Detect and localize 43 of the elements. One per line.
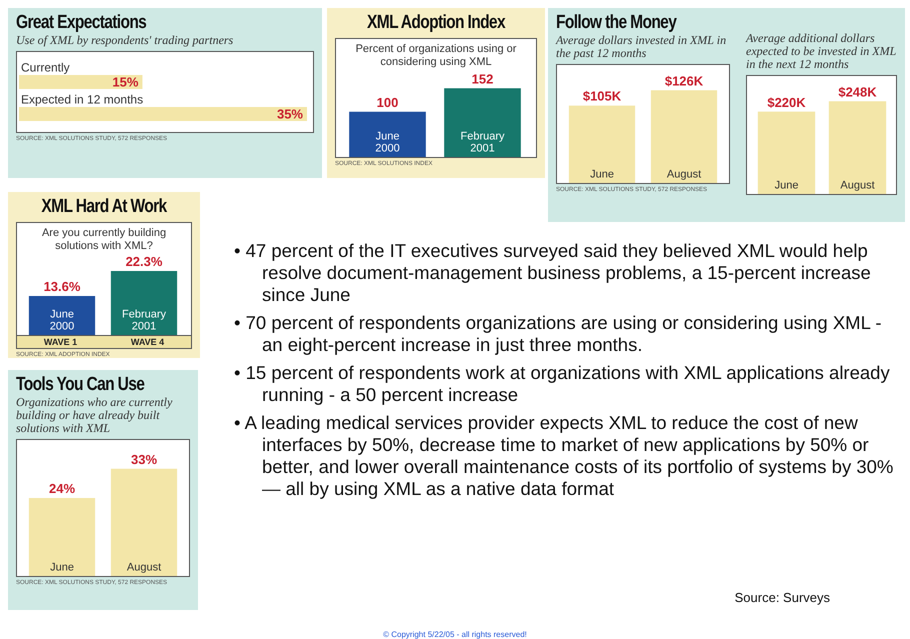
data-label: $105K bbox=[582, 88, 622, 104]
chart-title: XML Hard At Work bbox=[40, 196, 168, 218]
chart-subtitle: Use of XML by respondents' trading partners bbox=[16, 33, 234, 47]
chart-subtitle: Organizations who are currently building or have already built solutions with XML bbox=[16, 395, 174, 435]
data-label: $220K bbox=[767, 94, 806, 110]
text: © Copyright 5/22/05 - all rights reserved! bbox=[382, 630, 528, 639]
text: WAVE 4 bbox=[130, 336, 166, 348]
x-tick-label: August bbox=[126, 562, 162, 574]
data-label: 22.3% bbox=[126, 254, 163, 270]
text: • A leading medical services provider expects XML to reduce the cost of new interfaces by 50%, decrease time to market of new applications by 50% or better, and lower overall maintenance costs of its portfolio of systems by 30% — all by using XML as a native data format bbox=[234, 412, 894, 500]
chart-title: Great Expectations bbox=[16, 12, 148, 34]
data-label: 35% bbox=[276, 106, 304, 122]
source-note: Source: Surveys bbox=[734, 590, 830, 605]
text: • 47 percent of the IT executives surveyed said they believed XML would help resolve document-management business problems, a 15-percent increase since June bbox=[234, 240, 872, 306]
y-tick-label: Currently bbox=[21, 60, 70, 74]
x-tick-label: June 2000 bbox=[375, 130, 400, 155]
x-tick-label: February 2001 bbox=[460, 130, 505, 155]
chart-subtitle: Average dollars invested in XML in the past 12 months bbox=[556, 33, 728, 60]
x-tick-label: June bbox=[50, 562, 74, 574]
data-label: 13.6% bbox=[44, 279, 81, 294]
data-label: 15% bbox=[112, 74, 139, 90]
chart-title: XML Adoption Index bbox=[366, 12, 506, 34]
chart-subtitle: Percent of organizations using or considering using XML bbox=[354, 42, 518, 69]
x-tick-label: June bbox=[590, 168, 614, 181]
x-tick-label: June bbox=[774, 180, 798, 192]
chart-title: Tools You Can Use bbox=[16, 374, 146, 396]
chart-subtitle: Are you currently building solutions with XML? bbox=[40, 226, 168, 253]
x-tick-label: August bbox=[840, 180, 875, 192]
data-label: 24% bbox=[48, 481, 76, 496]
y-tick-label: Expected in 12 months bbox=[21, 92, 144, 106]
data-label: 33% bbox=[130, 452, 158, 467]
x-tick-label: June 2000 bbox=[50, 308, 74, 333]
x-tick-label: February 2001 bbox=[122, 308, 166, 333]
text: WAVE 1 bbox=[42, 336, 78, 348]
data-label: 100 bbox=[376, 94, 398, 110]
x-tick-label: August bbox=[666, 168, 702, 181]
data-label: $126K bbox=[664, 73, 704, 88]
data-label: $248K bbox=[838, 84, 878, 100]
text: • 15 percent of respondents work at organizations with XML applications already running - a 50 percent increase bbox=[234, 362, 891, 406]
chart-subtitle: Average additional dollars expected to be invested in XML in the next 12 months bbox=[746, 31, 897, 71]
chart-title: Follow the Money bbox=[556, 12, 678, 34]
data-label: 152 bbox=[472, 71, 494, 86]
text: • 70 percent of respondents organizations are using or considering using XML - an eight-percent increase in just three months. bbox=[234, 312, 882, 356]
